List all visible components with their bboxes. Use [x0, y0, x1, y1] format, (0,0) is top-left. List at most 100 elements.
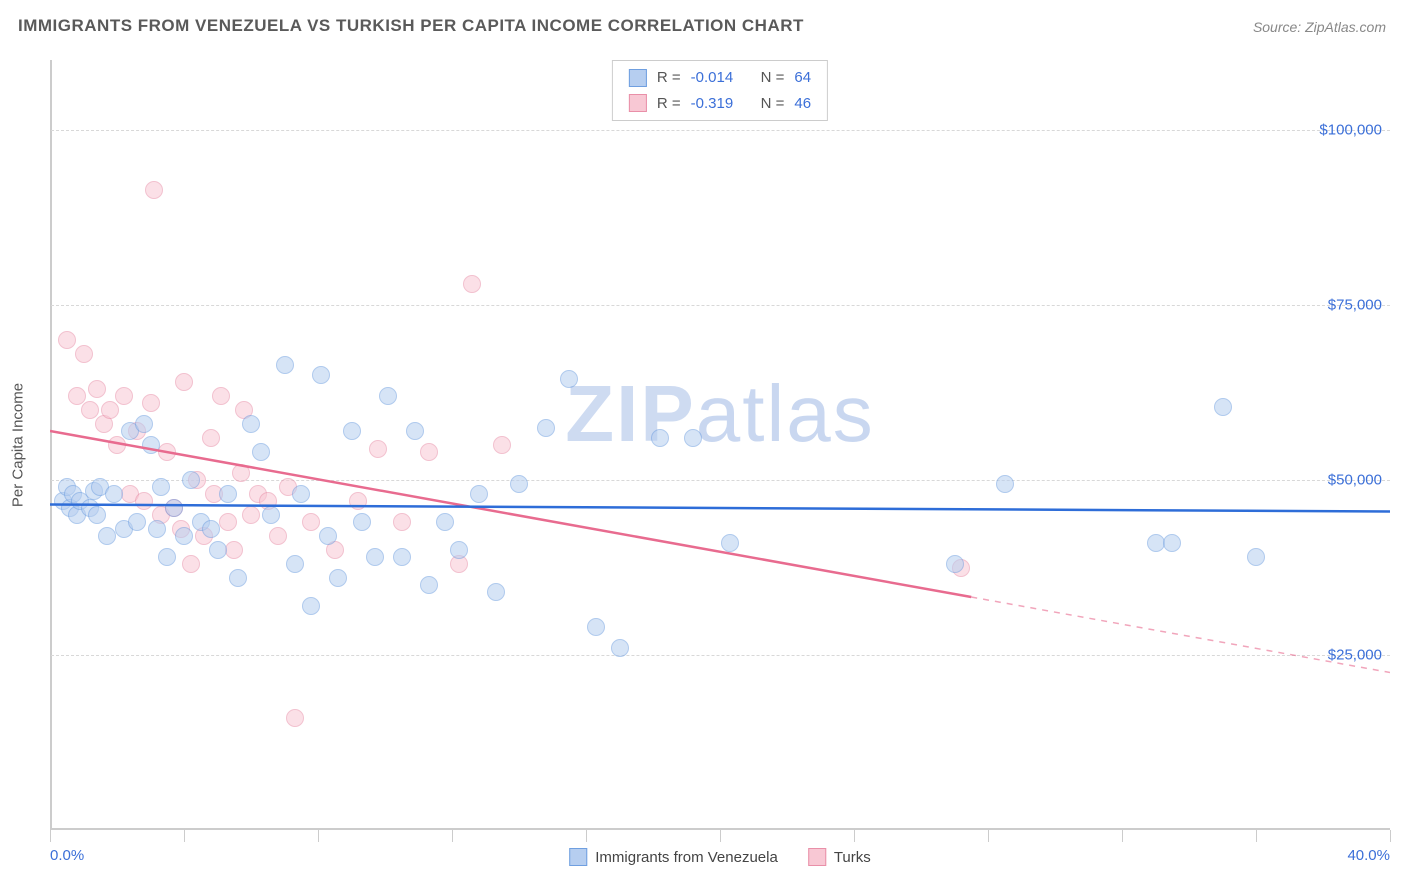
- x-axis-tick: [720, 830, 721, 842]
- y-axis-tick-label: $100,000: [1319, 122, 1382, 139]
- legend-series-label: Turks: [834, 849, 871, 866]
- scatter-point-blue: [142, 436, 160, 454]
- scatter-point-blue: [343, 422, 361, 440]
- scatter-point-pink: [108, 436, 126, 454]
- scatter-point-blue: [379, 387, 397, 405]
- scatter-point-pink: [463, 275, 481, 293]
- scatter-point-blue: [175, 527, 193, 545]
- scatter-point-pink: [269, 527, 287, 545]
- scatter-point-pink: [115, 387, 133, 405]
- scatter-point-blue: [312, 366, 330, 384]
- scatter-point-pink: [135, 492, 153, 510]
- x-axis-tick: [318, 830, 319, 842]
- scatter-point-pink: [68, 387, 86, 405]
- scatter-point-blue: [721, 534, 739, 552]
- gridline: [51, 130, 1390, 131]
- legend-n-value: 64: [794, 65, 811, 91]
- scatter-point-blue: [148, 520, 166, 538]
- x-axis-label-min: 0.0%: [50, 847, 84, 864]
- scatter-point-blue: [1147, 534, 1165, 552]
- scatter-point-pink: [349, 492, 367, 510]
- scatter-point-pink: [175, 373, 193, 391]
- y-axis-tick-label: $25,000: [1328, 647, 1382, 664]
- y-axis-line: [50, 60, 52, 830]
- scatter-point-blue: [1214, 398, 1232, 416]
- x-axis-tick: [1390, 830, 1391, 842]
- scatter-point-pink: [182, 555, 200, 573]
- scatter-point-pink: [202, 429, 220, 447]
- legend-n-label: N =: [761, 91, 785, 117]
- y-axis-title: Per Capita Income: [10, 383, 27, 507]
- source-label: Source: ZipAtlas.com: [1253, 19, 1386, 35]
- scatter-point-blue: [537, 419, 555, 437]
- scatter-point-blue: [292, 485, 310, 503]
- scatter-point-blue: [651, 429, 669, 447]
- y-axis-tick-label: $75,000: [1328, 297, 1382, 314]
- legend-r-value: -0.014: [691, 65, 751, 91]
- scatter-point-blue: [202, 520, 220, 538]
- legend-series-label: Immigrants from Venezuela: [595, 849, 778, 866]
- scatter-point-blue: [128, 513, 146, 531]
- scatter-point-pink: [420, 443, 438, 461]
- scatter-point-blue: [406, 422, 424, 440]
- legend-swatch-blue: [629, 69, 647, 87]
- x-axis-tick: [854, 830, 855, 842]
- scatter-point-pink: [493, 436, 511, 454]
- scatter-point-pink: [242, 506, 260, 524]
- legend-r-value: -0.319: [691, 91, 751, 117]
- scatter-point-blue: [242, 415, 260, 433]
- scatter-point-pink: [158, 443, 176, 461]
- scatter-point-pink: [142, 394, 160, 412]
- x-axis-tick: [1256, 830, 1257, 842]
- scatter-point-blue: [152, 478, 170, 496]
- scatter-point-pink: [81, 401, 99, 419]
- scatter-point-blue: [560, 370, 578, 388]
- scatter-point-pink: [88, 380, 106, 398]
- scatter-point-blue: [450, 541, 468, 559]
- scatter-point-pink: [145, 181, 163, 199]
- legend-r-label: R =: [657, 65, 681, 91]
- scatter-point-pink: [101, 401, 119, 419]
- gridline: [51, 655, 1390, 656]
- scatter-point-pink: [58, 331, 76, 349]
- scatter-point-blue: [1163, 534, 1181, 552]
- legend-series: Immigrants from Venezuela Turks: [569, 848, 871, 866]
- scatter-point-blue: [393, 548, 411, 566]
- scatter-point-blue: [436, 513, 454, 531]
- scatter-point-blue: [319, 527, 337, 545]
- scatter-point-blue: [252, 443, 270, 461]
- legend-n-label: N =: [761, 65, 785, 91]
- x-axis-tick: [988, 830, 989, 842]
- x-axis-label-max: 40.0%: [1347, 847, 1390, 864]
- chart-title: IMMIGRANTS FROM VENEZUELA VS TURKISH PER…: [18, 16, 804, 35]
- scatter-point-blue: [98, 527, 116, 545]
- scatter-point-blue: [353, 513, 371, 531]
- x-axis-tick: [50, 830, 51, 842]
- scatter-point-blue: [135, 415, 153, 433]
- legend-r-label: R =: [657, 91, 681, 117]
- scatter-point-blue: [329, 569, 347, 587]
- scatter-point-blue: [510, 475, 528, 493]
- scatter-point-blue: [158, 548, 176, 566]
- scatter-point-pink: [225, 541, 243, 559]
- scatter-point-pink: [232, 464, 250, 482]
- regression-lines: [50, 60, 1390, 830]
- scatter-point-blue: [105, 485, 123, 503]
- scatter-point-pink: [75, 345, 93, 363]
- scatter-point-pink: [219, 513, 237, 531]
- scatter-point-blue: [1247, 548, 1265, 566]
- scatter-point-blue: [229, 569, 247, 587]
- legend-n-value: 46: [794, 91, 811, 117]
- legend-series-item: Immigrants from Venezuela: [569, 848, 778, 866]
- legend-stats: R = -0.014 N = 64 R = -0.319 N = 46: [612, 60, 828, 121]
- scatter-point-blue: [470, 485, 488, 503]
- scatter-point-blue: [487, 583, 505, 601]
- scatter-point-blue: [88, 506, 106, 524]
- gridline: [51, 480, 1390, 481]
- scatter-point-pink: [393, 513, 411, 531]
- legend-stats-row: R = -0.014 N = 64: [629, 65, 811, 91]
- legend-swatch-pink: [808, 848, 826, 866]
- x-axis-tick: [586, 830, 587, 842]
- scatter-point-blue: [219, 485, 237, 503]
- scatter-point-blue: [209, 541, 227, 559]
